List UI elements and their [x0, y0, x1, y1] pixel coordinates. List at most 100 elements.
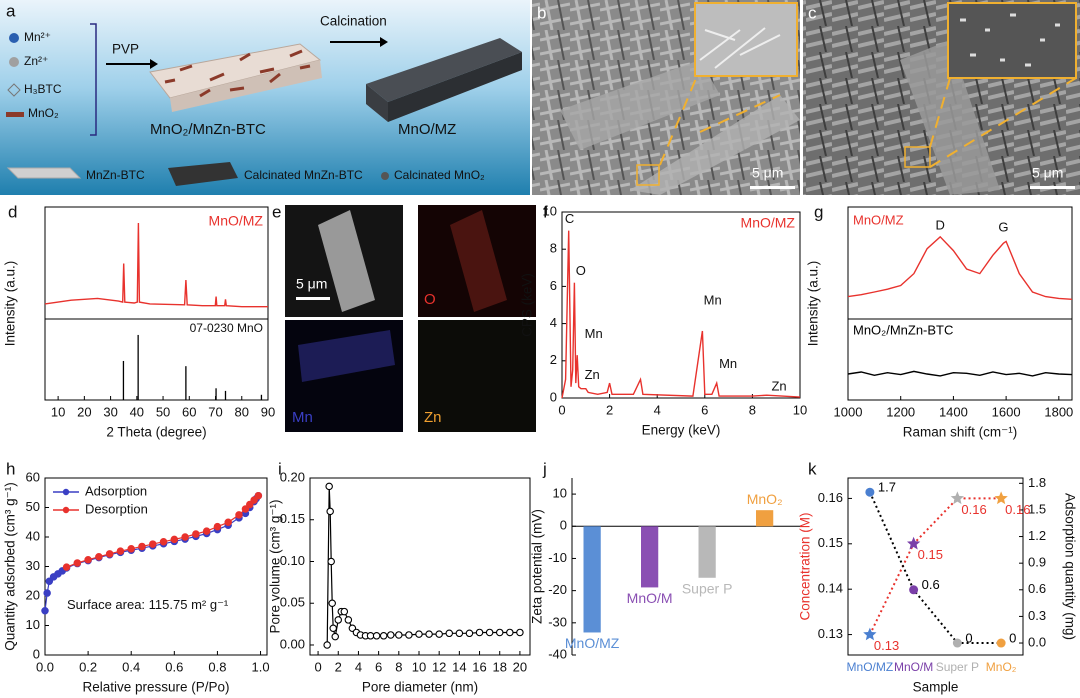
- product-text: MnO/MZ: [398, 121, 456, 138]
- crystal: [388, 52, 522, 122]
- x-axis-label: Relative pressure (P/Po): [82, 680, 229, 695]
- arrow: [150, 59, 158, 69]
- x-tick-label: 0.0: [36, 659, 54, 674]
- data-point: [329, 624, 337, 633]
- x-tick-label: 10: [51, 404, 65, 419]
- y-tick-label: 0.15: [280, 511, 305, 526]
- y-tick-label: 10: [553, 486, 567, 501]
- x-tick-label: MnO/MZ: [847, 660, 894, 674]
- panel-label: k: [808, 459, 817, 478]
- peak-label: D: [936, 218, 945, 233]
- key-text: Calcinated MnZn-BTC: [244, 168, 363, 182]
- y-tick-label: 0.6: [1028, 581, 1046, 596]
- peak-label: Mn: [719, 356, 737, 371]
- data-point: [386, 631, 395, 639]
- x-tick-label: MnO₂: [986, 660, 1017, 674]
- data-point: [379, 632, 388, 640]
- map-signal: [450, 210, 507, 312]
- map-signal: [298, 330, 395, 382]
- icon: [381, 172, 389, 180]
- annotation: Surface area: 115.75 m² g⁻¹: [67, 597, 229, 612]
- x-tick-label: 14: [452, 659, 466, 674]
- data-point: [907, 536, 921, 550]
- x-tick-label: 1000: [834, 404, 863, 419]
- key-text: Calcinated MnO₂: [394, 168, 485, 182]
- x-tick-label: 70: [208, 404, 222, 419]
- data-point: [334, 616, 343, 624]
- panel-label: a: [6, 1, 16, 20]
- x-tick-label: 10: [412, 659, 426, 674]
- panel-label: d: [8, 202, 17, 221]
- peak-label: Zn: [771, 378, 786, 393]
- y-tick-label: 10: [26, 617, 40, 632]
- data-point: [326, 507, 334, 516]
- legend-text: Desorption: [85, 501, 148, 516]
- x-tick-label: 6: [375, 659, 382, 674]
- panel-label: e: [272, 202, 281, 221]
- zoom-box: [904, 146, 931, 168]
- data-point: [395, 631, 403, 639]
- rods: [164, 49, 311, 98]
- inset-rods: [699, 27, 781, 69]
- series-name: MnO₂/MnZn-BTC: [853, 322, 953, 337]
- data-point: [250, 496, 258, 504]
- element-text: Mn: [292, 409, 313, 426]
- plot-frame: [561, 211, 801, 399]
- data-line: [847, 370, 1073, 377]
- legend-text: MnO₂: [28, 106, 59, 120]
- category-label: MnO/MZ: [565, 635, 620, 651]
- zoom-line: [929, 77, 1077, 168]
- scale-text: 5 μm: [752, 165, 783, 181]
- y-tick-label: 0.9: [1028, 555, 1046, 570]
- x-tick-label: 6: [701, 402, 708, 417]
- x-tick-label: 0: [314, 659, 321, 674]
- inset-dots: [960, 13, 1060, 67]
- icon: [168, 162, 238, 186]
- data-line: [847, 235, 1073, 300]
- sem-panel: c 5 μm: [803, 0, 1080, 195]
- icon: [6, 112, 24, 117]
- data-label: 0.6: [922, 577, 940, 592]
- mapping-panel: e 5 μm O Mn Zn: [272, 202, 536, 432]
- zoom-box: [636, 164, 660, 186]
- data-label: 0.16: [1005, 502, 1030, 517]
- y-tick-label: -10: [548, 550, 567, 565]
- step-text: Calcination: [320, 14, 387, 29]
- plot-frame: [847, 206, 1073, 401]
- data-point: [235, 511, 243, 519]
- y-tick-label: 0.3: [1028, 608, 1046, 623]
- y-tick-label: 4: [550, 315, 557, 330]
- data-point: [159, 537, 168, 546]
- x-tick-label: 16: [472, 659, 486, 674]
- x-tick-label: 4: [355, 659, 362, 674]
- data-label: 0.13: [874, 638, 899, 653]
- scale-bar: [750, 186, 795, 189]
- panel-label: j: [542, 459, 547, 478]
- y-tick-label: 0.20: [280, 469, 305, 484]
- y-tick-label: 60: [26, 469, 40, 484]
- y-tick-label: -30: [548, 614, 567, 629]
- peak-label: G: [998, 219, 1008, 234]
- data-point: [327, 557, 335, 566]
- data-point: [62, 563, 71, 571]
- scale-bar: [1030, 186, 1075, 189]
- data-point: [323, 641, 331, 649]
- map-image: [418, 320, 536, 432]
- y-axis-label: CPS (keV): [520, 273, 535, 337]
- data-point: [331, 632, 339, 641]
- x-axis-label: Sample: [913, 680, 959, 695]
- y-tick-label: 0.16: [818, 490, 843, 505]
- bar: [641, 526, 659, 588]
- product-text: MnO₂/MnZn-BTC: [150, 121, 266, 138]
- data-point: [224, 518, 232, 526]
- data-point: [45, 577, 54, 585]
- data-point: [372, 632, 381, 640]
- x-tick-label: MnO/M: [894, 660, 933, 674]
- data-label: 0.16: [961, 502, 986, 517]
- x-tick-label: 12: [432, 659, 446, 674]
- data-point: [41, 606, 49, 615]
- data-line: [44, 222, 268, 308]
- data-point: [84, 555, 92, 564]
- data-point: [516, 628, 524, 637]
- scale-text: 5 μm: [296, 276, 327, 292]
